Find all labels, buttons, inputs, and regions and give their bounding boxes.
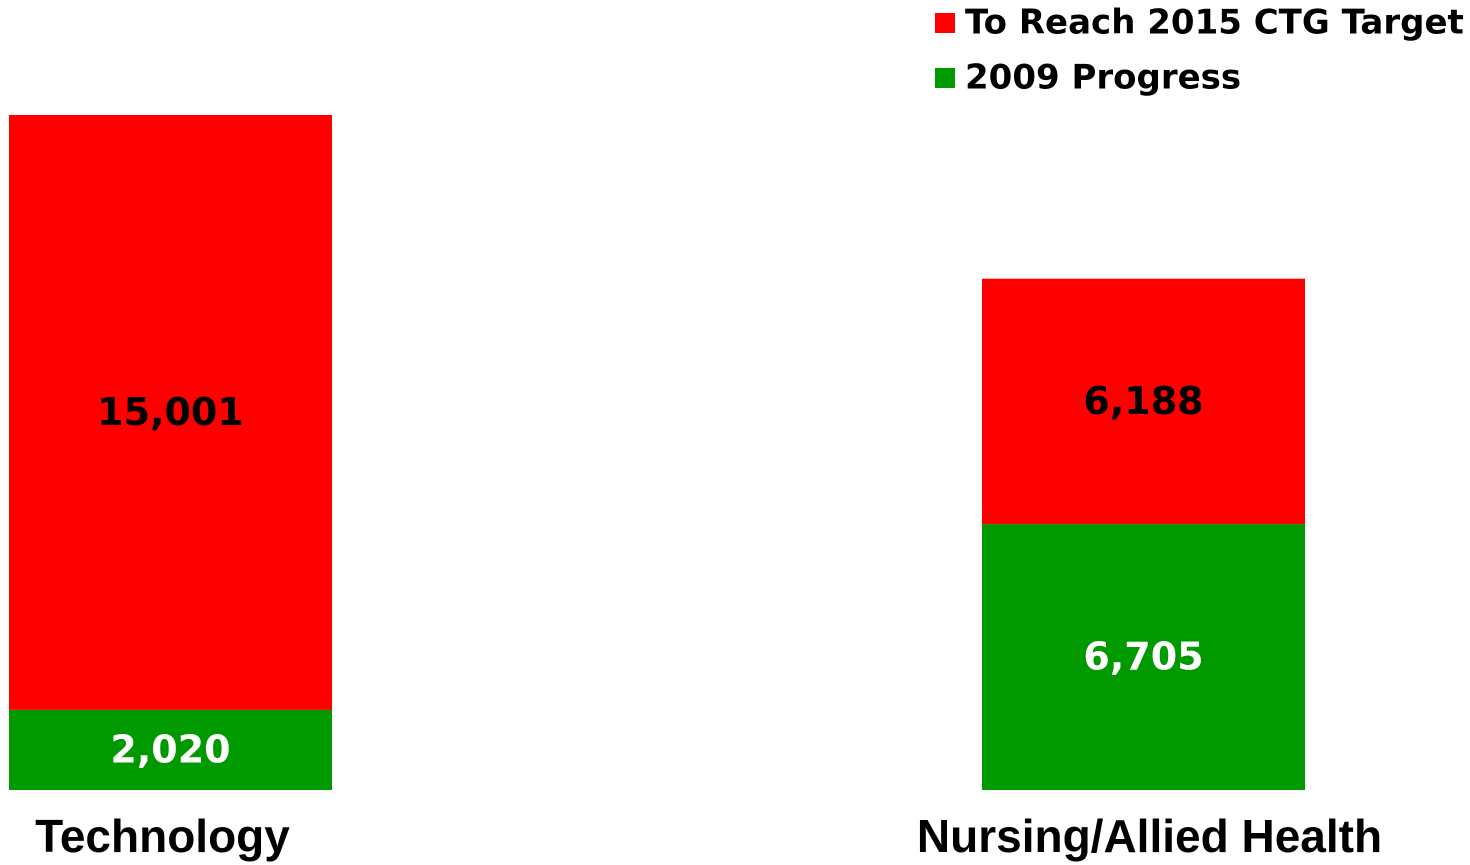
bar-segment — [9, 709, 332, 790]
legend-swatch — [935, 68, 955, 88]
legend-label: To Reach 2015 CTG Target — [965, 3, 1464, 43]
legend-label: 2009 Progress — [965, 58, 1241, 98]
bar-segment — [982, 278, 1305, 525]
value-label: 6,188 — [1083, 379, 1203, 423]
value-label: 2,020 — [110, 727, 230, 771]
category-label: Nursing/Allied Health — [917, 810, 1382, 862]
category-label: Technology — [35, 810, 290, 862]
bar-segment — [9, 115, 332, 710]
value-label: 15,001 — [97, 390, 244, 434]
bar-segment — [982, 524, 1305, 790]
legend-swatch — [935, 13, 955, 33]
value-label: 6,705 — [1083, 635, 1203, 679]
